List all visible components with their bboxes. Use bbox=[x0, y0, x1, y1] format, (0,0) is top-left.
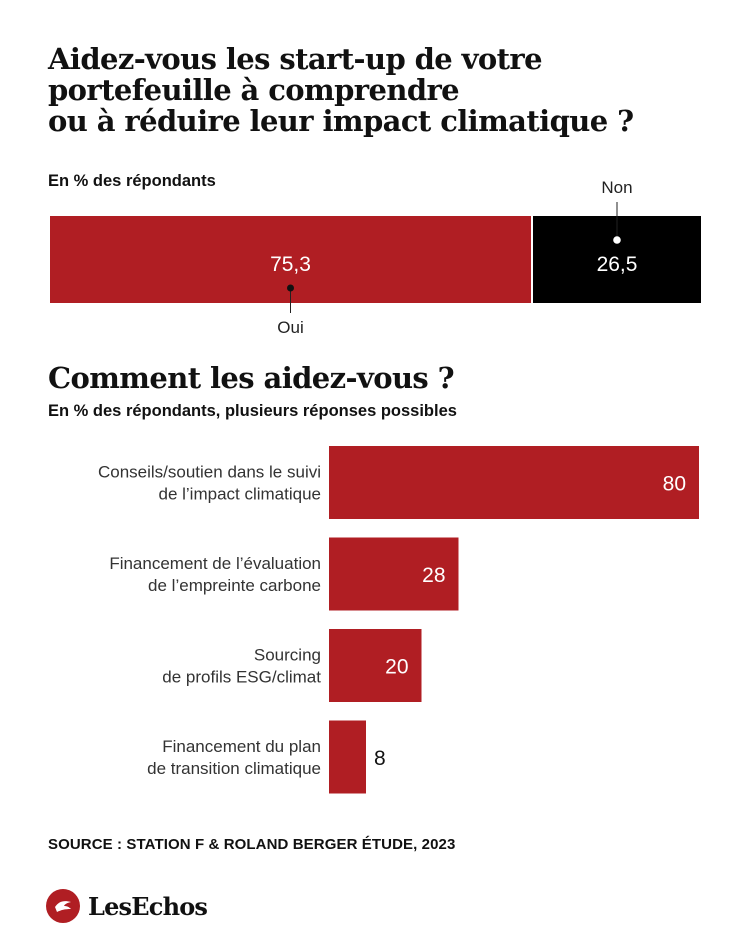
bar bbox=[329, 446, 699, 519]
bar bbox=[329, 537, 459, 611]
category-label: de transition climatique bbox=[147, 759, 321, 778]
bar-value-label: 28 bbox=[422, 564, 445, 587]
callout-dot bbox=[287, 284, 294, 292]
stacked-bar-category-label: Oui bbox=[277, 318, 303, 337]
source-note: SOURCE : STATION F & ROLAND BERGER ÉTUDE… bbox=[48, 836, 456, 853]
category-label: Sourcing bbox=[254, 646, 321, 665]
brand-name: LesEchos bbox=[88, 891, 208, 921]
callout-dot bbox=[613, 236, 621, 244]
category-label: Financement de l’évaluation bbox=[109, 554, 321, 573]
brand-logo: LesEchos bbox=[46, 889, 208, 923]
bar bbox=[329, 629, 422, 702]
title-line: ou à réduire leur impact climatique ? bbox=[48, 104, 634, 138]
stacked-bar-value: 75,3 bbox=[270, 253, 311, 276]
bar-value-label: 8 bbox=[374, 747, 386, 770]
bar-value-label: 20 bbox=[385, 656, 408, 679]
subtitle-2: En % des répondants, plusieurs réponses … bbox=[48, 402, 457, 420]
bar-value-label: 80 bbox=[663, 473, 686, 496]
title-line: Aidez-vous les start-up de votre bbox=[48, 42, 543, 76]
title-line: portefeuille à comprendre bbox=[48, 73, 460, 107]
category-label: de l’empreinte carbone bbox=[148, 576, 321, 595]
category-label: Financement du plan bbox=[162, 737, 321, 756]
chart-title: Aidez-vous les start-up de votre portefe… bbox=[48, 44, 708, 137]
category-label: de profils ESG/climat bbox=[162, 668, 321, 687]
category-label: Conseils/soutien dans le suivi bbox=[98, 463, 321, 482]
bar bbox=[329, 720, 366, 794]
brand-mark-icon bbox=[46, 889, 80, 923]
subtitle-1: En % des répondants bbox=[48, 172, 216, 190]
category-label: de l’impact climatique bbox=[158, 485, 321, 504]
stacked-bar-value: 26,5 bbox=[597, 253, 638, 276]
section-title: Comment les aidez-vous ? bbox=[48, 361, 455, 395]
stacked-bar-category-label: Non bbox=[601, 178, 632, 197]
